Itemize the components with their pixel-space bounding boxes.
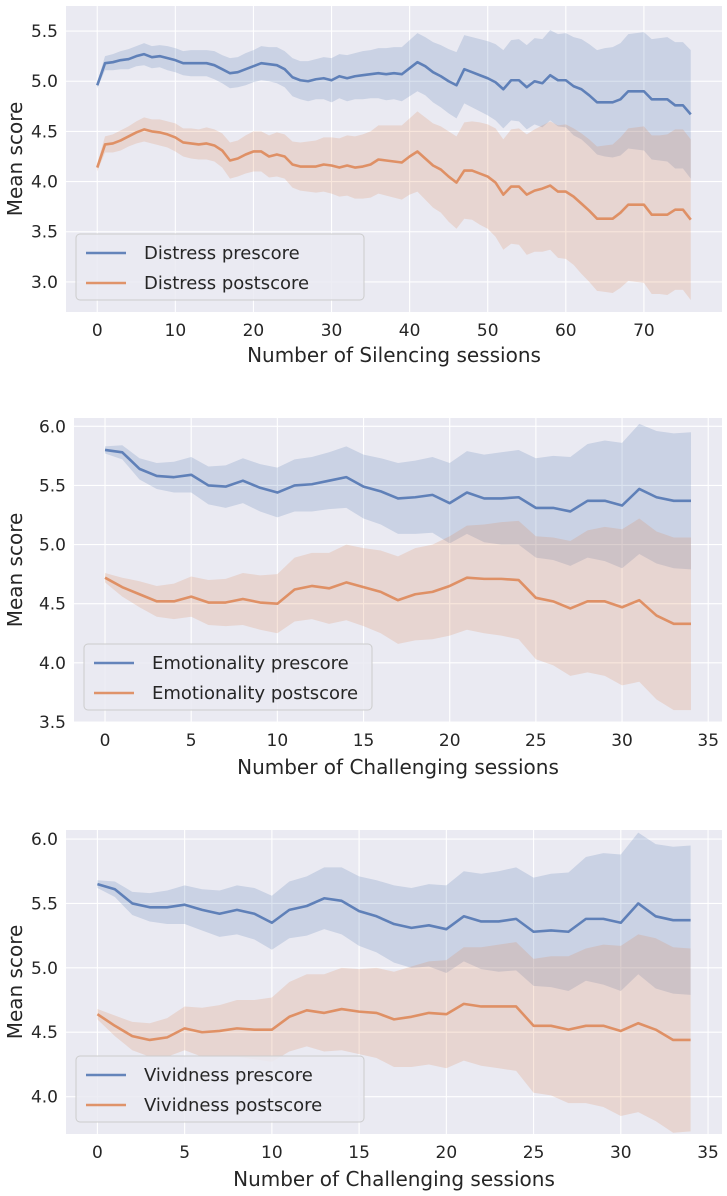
legend: Vividness prescore Vividness postscore <box>75 1055 365 1123</box>
y-tick-label: 3.5 <box>39 713 66 733</box>
legend-label: Distress prescore <box>144 243 300 264</box>
y-tick-label: 6.0 <box>39 417 66 437</box>
confidence-band <box>97 934 691 1133</box>
y-tick-label: 5.5 <box>31 894 58 914</box>
legend-box <box>75 1055 365 1123</box>
x-tick-label: 35 <box>697 1143 719 1163</box>
x-tick-label: 30 <box>610 1143 632 1163</box>
y-axis-label: Mean score <box>3 513 27 628</box>
y-tick-label: 5.5 <box>39 476 66 496</box>
x-axis-label: Number of Challenging sessions <box>237 755 559 779</box>
x-tick-label: 0 <box>92 321 103 341</box>
x-tick-label: 0 <box>92 1143 103 1163</box>
series-line <box>96 128 692 221</box>
y-tick-label: 4.5 <box>39 595 66 615</box>
y-tick-label: 5.0 <box>31 72 58 92</box>
legend-box <box>75 233 365 301</box>
legend: Distress prescore Distress postscore <box>75 233 365 301</box>
x-tick-label: 20 <box>439 731 461 751</box>
x-axis-label: Number of Silencing sessions <box>247 343 541 367</box>
x-tick-label: 5 <box>179 1143 190 1163</box>
y-tick-label: 4.0 <box>31 173 58 193</box>
confidence-band <box>105 423 691 570</box>
y-axis-label: Mean score <box>3 925 27 1040</box>
x-tick-label: 40 <box>399 321 421 341</box>
x-tick-label: 10 <box>165 321 187 341</box>
y-tick-label: 3.5 <box>31 223 58 243</box>
series-line <box>97 882 691 934</box>
x-tick-label: 50 <box>477 321 499 341</box>
x-tick-label: 0 <box>100 731 111 751</box>
series-line <box>96 1002 691 1042</box>
y-tick-label: 4.0 <box>31 1088 58 1108</box>
x-tick-label: 10 <box>261 1143 283 1163</box>
x-tick-label: 35 <box>697 731 719 751</box>
y-tick-label: 4.5 <box>31 1023 58 1043</box>
y-tick-label: 4.5 <box>31 122 58 142</box>
x-tick-label: 10 <box>267 731 289 751</box>
x-axis-label: Number of Challenging sessions <box>233 1167 555 1191</box>
y-tick-label: 4.0 <box>39 654 66 674</box>
y-tick-label: 6.0 <box>31 830 58 850</box>
y-tick-label: 5.0 <box>39 536 66 556</box>
legend-box <box>83 643 373 711</box>
x-tick-label: 30 <box>321 321 343 341</box>
x-tick-label: 20 <box>436 1143 458 1163</box>
confidence-band <box>97 30 691 179</box>
chart-panel-emotionality: 0 5 10 15 20 25 30 35 3.5 4.0 4.5 5.0 5.5 6.0 Number o… <box>3 417 722 779</box>
y-tick-label: 3.0 <box>31 273 58 293</box>
y-tick-label: 5.0 <box>31 959 58 979</box>
legend-label: Emotionality prescore <box>152 653 349 674</box>
y-tick-label: 5.5 <box>31 22 58 42</box>
confidence-band <box>105 518 691 711</box>
series-line <box>96 52 692 116</box>
x-tick-label: 25 <box>523 1143 545 1163</box>
chart-panel-distress: 0 10 20 30 40 50 60 70 3.0 3.5 4.0 4.5 5.0 5.5 Number … <box>3 6 722 367</box>
series-line <box>104 448 691 513</box>
x-tick-label: 15 <box>348 1143 370 1163</box>
x-tick-label: 5 <box>186 731 197 751</box>
x-tick-label: 70 <box>633 321 655 341</box>
chart-panel-vividness: 0 5 10 15 20 25 30 35 4.0 4.5 5.0 5.5 6.0 Number of C… <box>3 830 722 1191</box>
x-tick-label: 30 <box>611 731 633 751</box>
y-axis-label: Mean score <box>3 102 27 217</box>
x-tick-label: 60 <box>555 321 577 341</box>
legend-label: Vividness postscore <box>144 1095 322 1116</box>
series-line <box>104 576 691 626</box>
legend-label: Vividness prescore <box>144 1065 313 1086</box>
x-tick-label: 25 <box>525 731 547 751</box>
legend-label: Emotionality postscore <box>152 683 358 704</box>
x-tick-label: 15 <box>353 731 375 751</box>
confidence-band <box>97 832 691 995</box>
legend-label: Distress postscore <box>144 273 309 294</box>
legend: Emotionality prescore Emotionality postsc… <box>83 643 373 711</box>
confidence-band <box>97 111 691 300</box>
x-tick-label: 20 <box>243 321 265 341</box>
